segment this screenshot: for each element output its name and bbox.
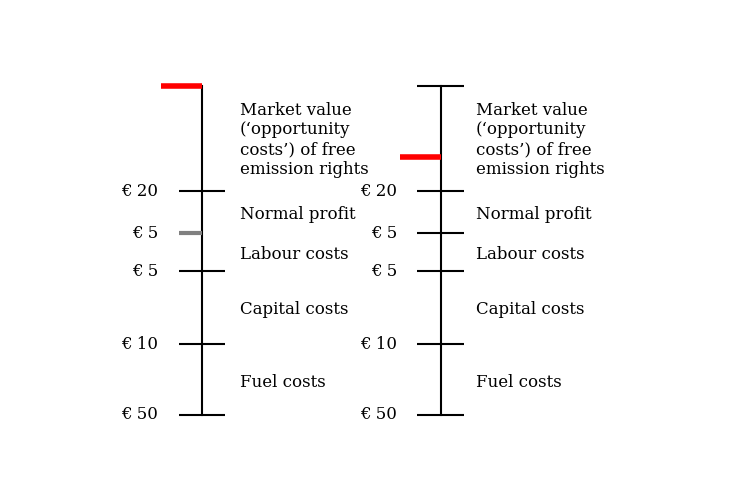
Text: € 10: € 10 xyxy=(121,336,158,353)
Text: € 50: € 50 xyxy=(360,406,397,423)
Text: Market value
(‘opportunity
costs’) of free
emission rights: Market value (‘opportunity costs’) of fr… xyxy=(240,102,368,178)
Text: Market value
(‘opportunity
costs’) of free
emission rights: Market value (‘opportunity costs’) of fr… xyxy=(476,102,605,178)
Text: € 5: € 5 xyxy=(132,225,158,242)
Text: € 5: € 5 xyxy=(371,225,397,242)
Text: € 10: € 10 xyxy=(360,336,397,353)
Text: Labour costs: Labour costs xyxy=(240,246,348,263)
Text: € 20: € 20 xyxy=(121,183,158,200)
Text: € 5: € 5 xyxy=(371,263,397,280)
Text: Capital costs: Capital costs xyxy=(476,301,584,318)
Text: € 5: € 5 xyxy=(132,263,158,280)
Text: Labour costs: Labour costs xyxy=(476,246,584,263)
Text: € 20: € 20 xyxy=(360,183,397,200)
Text: Fuel costs: Fuel costs xyxy=(240,374,326,391)
Text: € 50: € 50 xyxy=(121,406,158,423)
Text: Normal profit: Normal profit xyxy=(240,206,356,223)
Text: Capital costs: Capital costs xyxy=(240,301,348,318)
Text: Fuel costs: Fuel costs xyxy=(476,374,562,391)
Text: Normal profit: Normal profit xyxy=(476,206,591,223)
